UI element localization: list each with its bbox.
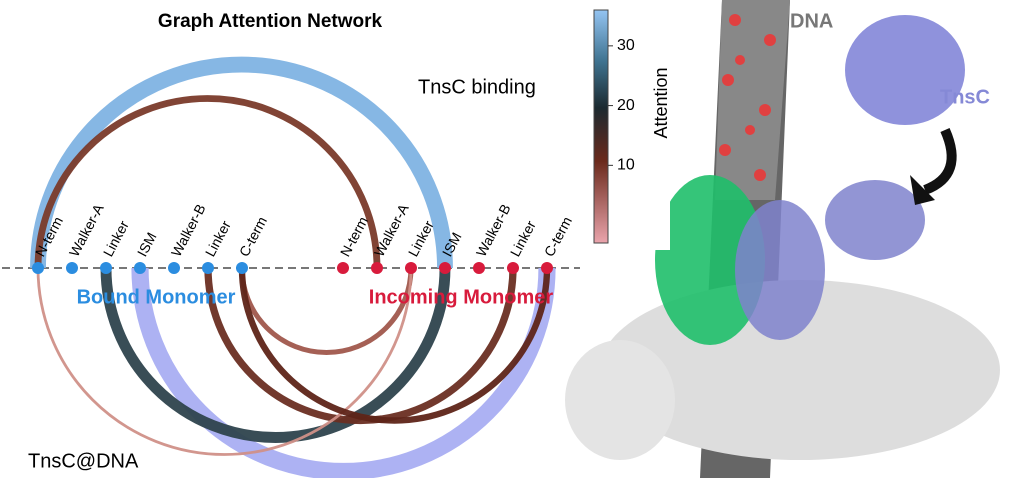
node-label: Linker (202, 218, 234, 259)
group-label: Incoming Monomer (369, 286, 554, 308)
node (66, 262, 78, 274)
attention-arc (34, 95, 381, 269)
upper-label: TnsC binding (418, 76, 536, 98)
tnsc-bound (735, 200, 825, 340)
node-label: Linker (405, 218, 437, 259)
arrow (923, 127, 957, 195)
tnsc-free (845, 15, 965, 125)
node (202, 262, 214, 274)
node (168, 262, 180, 274)
tnsc-label: TnsC (940, 86, 990, 108)
node (405, 262, 417, 274)
attention-arc (131, 267, 556, 481)
node (439, 262, 451, 274)
phosphates (719, 14, 776, 181)
attention-arc (239, 267, 414, 355)
colorbar-label: Attention (651, 67, 671, 138)
protein-render: DNA TnsC (565, 0, 1000, 478)
attention-arc (204, 267, 517, 425)
attention-arc (36, 267, 413, 456)
group-label: Bound Monomer (77, 286, 236, 308)
node (541, 262, 553, 274)
white-proteins (565, 340, 675, 460)
node (507, 262, 519, 274)
attention-arc (30, 56, 453, 269)
node (371, 262, 383, 274)
node (337, 262, 349, 274)
node (473, 262, 485, 274)
dna-upper (715, 0, 790, 200)
node (236, 262, 248, 274)
node-label: N-term (337, 214, 371, 259)
colorbar-tick-label: 10 (617, 157, 635, 174)
lower-label: TnsC@DNA (28, 450, 139, 472)
title: Graph Attention Network (158, 11, 383, 32)
node-label: Linker (100, 218, 132, 259)
green-protein (655, 175, 765, 345)
node-label: ISM (134, 230, 160, 259)
node (32, 262, 44, 274)
colorbar (593, 9, 609, 244)
node-label: C-term (236, 214, 270, 259)
attention-arc (238, 267, 551, 424)
node-label: C-term (541, 214, 575, 259)
attention-arc (100, 267, 451, 443)
node-label: Linker (507, 218, 539, 259)
tnsc-bound (825, 180, 925, 260)
colorbar-tick-label: 20 (617, 97, 635, 114)
node (134, 262, 146, 274)
node (100, 262, 112, 274)
colorbar-tick-label: 30 (617, 37, 635, 54)
arrow-head (910, 175, 935, 205)
dna-label: DNA (790, 10, 833, 32)
